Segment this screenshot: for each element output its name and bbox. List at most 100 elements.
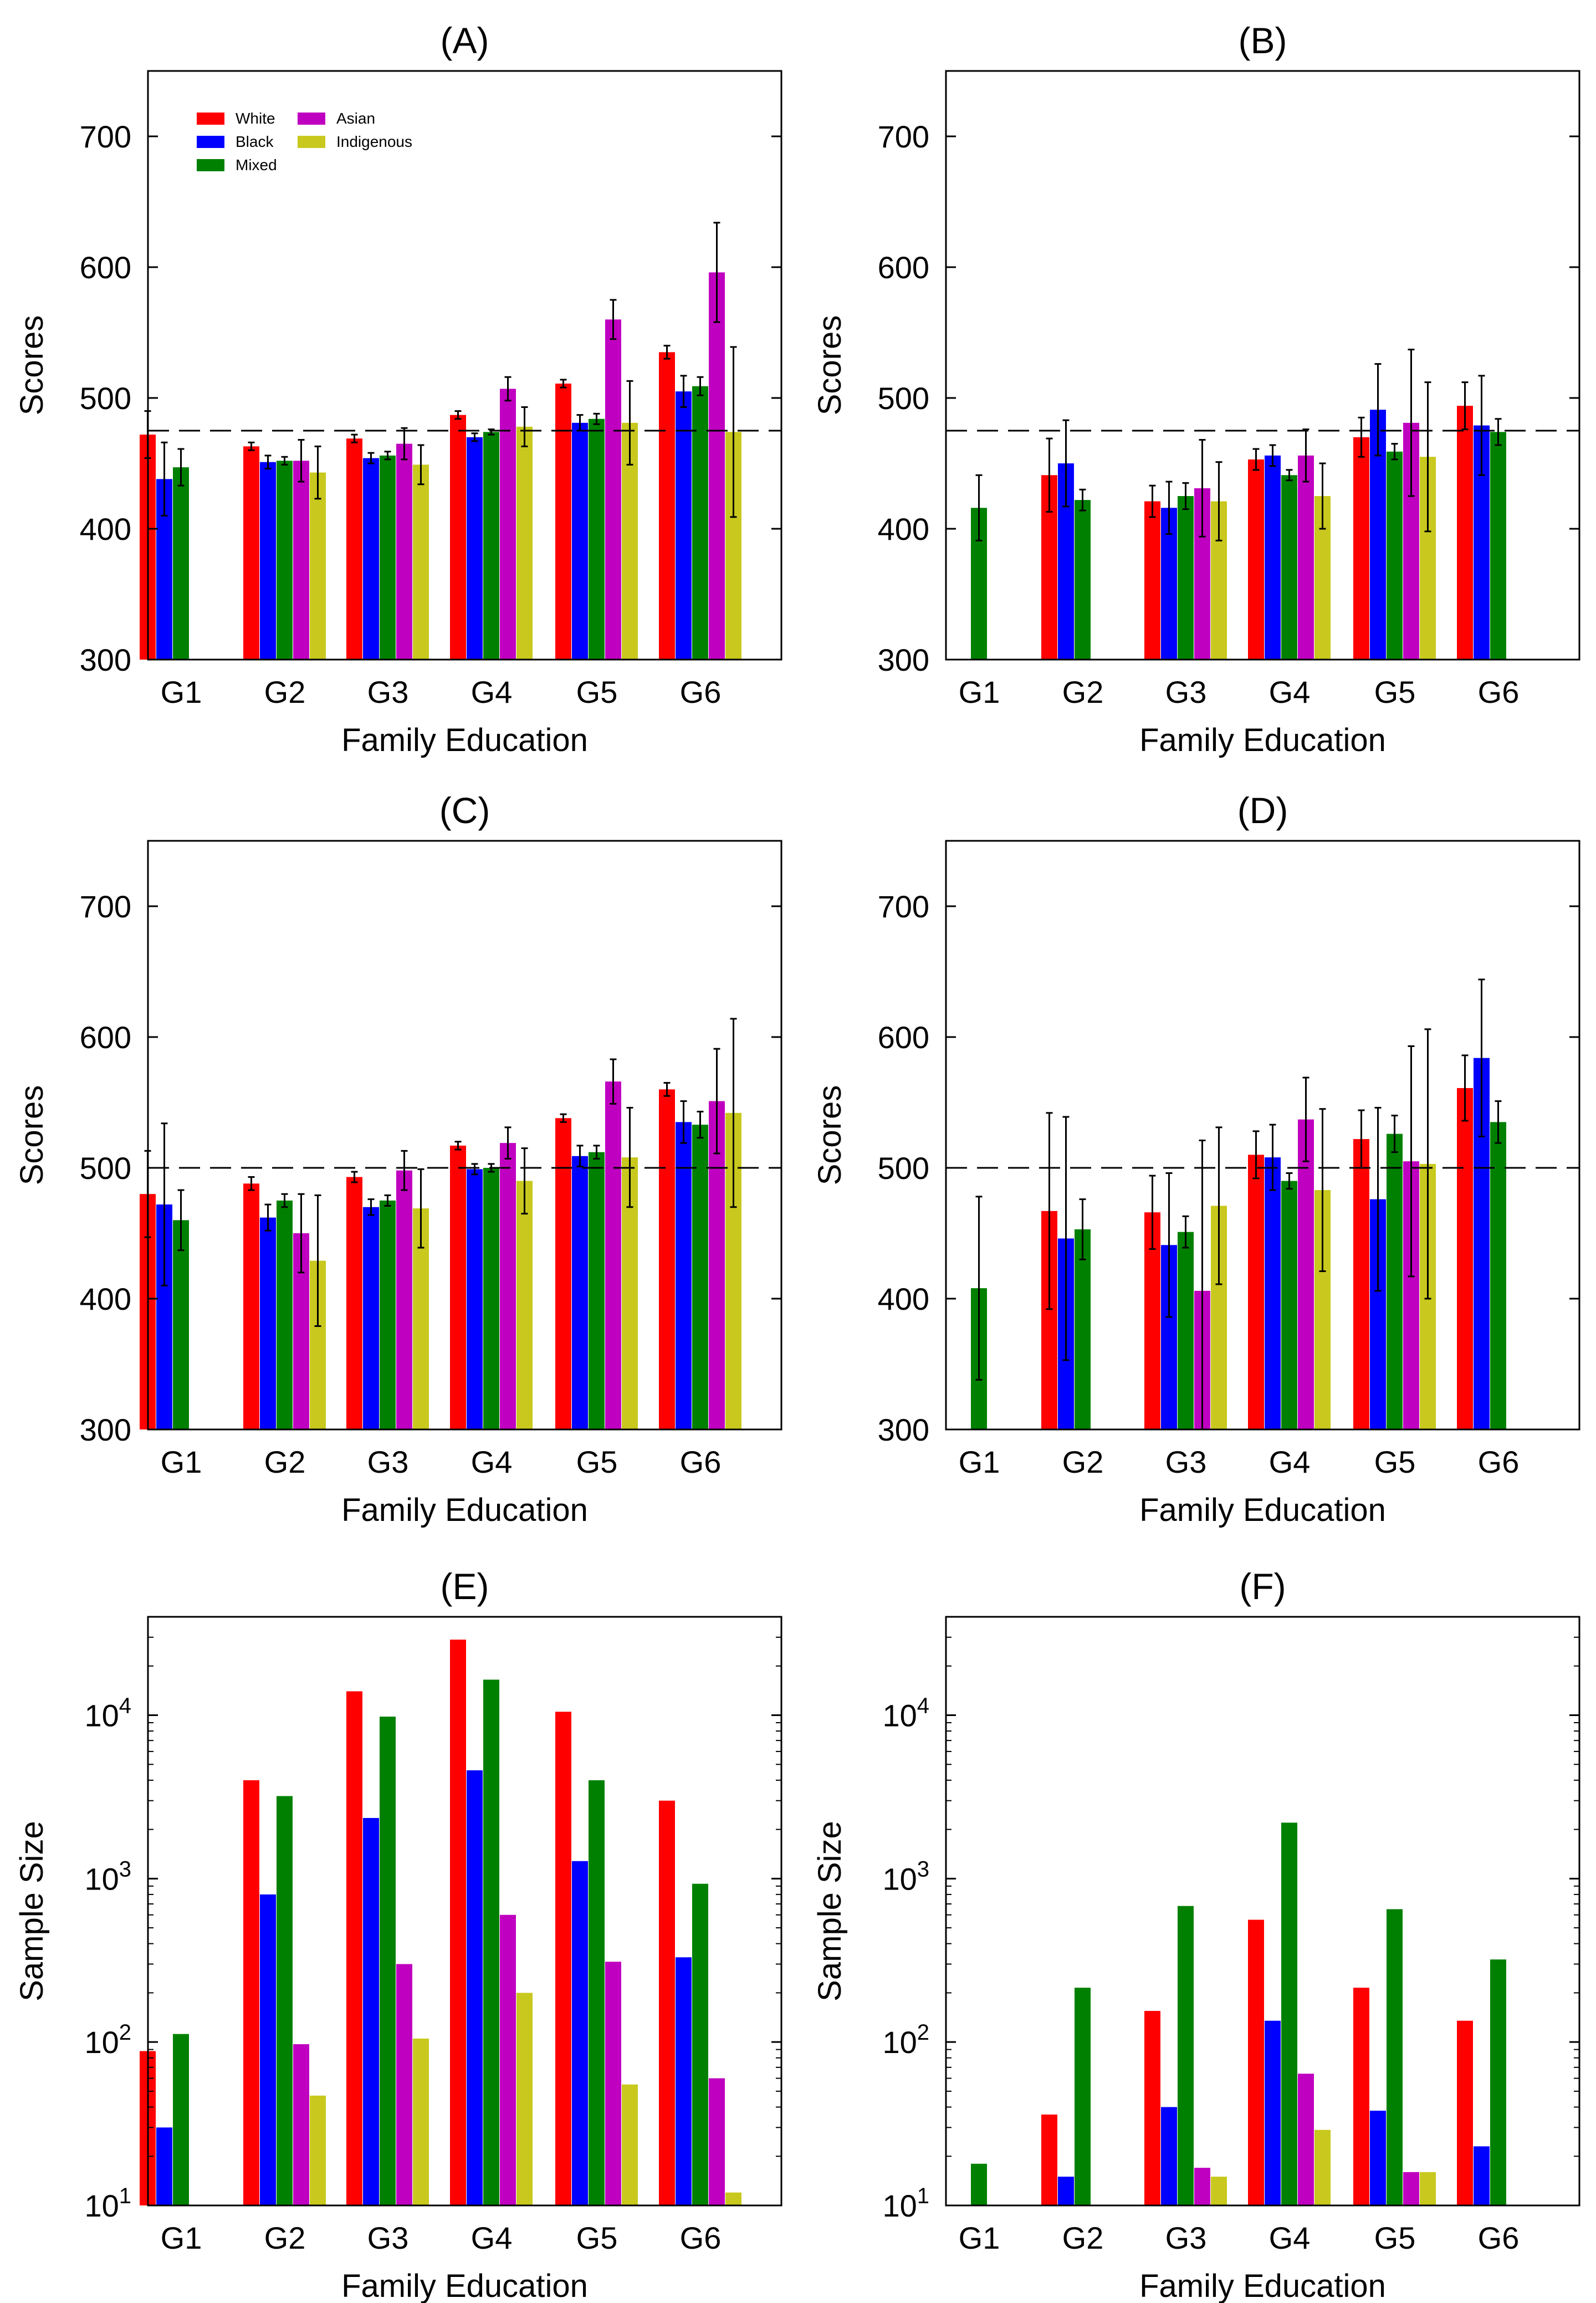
x-tick-label-g3: G3 bbox=[367, 1444, 409, 1479]
bar-asian-g3 bbox=[396, 443, 412, 660]
bar-asian-g4 bbox=[1298, 1119, 1314, 1429]
error-bar-indigenous-g4 bbox=[521, 406, 528, 447]
bar-mixed-g4 bbox=[1281, 1822, 1297, 2205]
bar-asian-g4 bbox=[1298, 2074, 1314, 2205]
bar-mixed-g4 bbox=[483, 1168, 499, 1429]
error-bar-white-g5 bbox=[560, 379, 567, 389]
bar-mixed-g2 bbox=[277, 1796, 293, 2205]
bar-asian-g4 bbox=[500, 1143, 516, 1429]
error-bar-indigenous-g5 bbox=[626, 1106, 633, 1208]
panel-title: (C) bbox=[439, 790, 490, 831]
bar-black-g2 bbox=[260, 1894, 276, 2205]
error-bar-asian-g6 bbox=[713, 222, 720, 323]
bar-white-g4 bbox=[450, 1145, 466, 1429]
bar-white-g4 bbox=[1248, 459, 1264, 660]
bar-black-g3 bbox=[1161, 2107, 1177, 2205]
x-tick-label-g3: G3 bbox=[1165, 2220, 1207, 2255]
bar-mixed-g5 bbox=[589, 1780, 605, 2205]
error-bar-white-g5 bbox=[560, 1113, 567, 1123]
error-bar-mixed-g5 bbox=[1391, 1115, 1398, 1153]
error-bar-white-g5 bbox=[1358, 416, 1365, 458]
x-tick-label-g2: G2 bbox=[1062, 1444, 1104, 1479]
error-bar-indigenous-g3 bbox=[1215, 461, 1222, 542]
y-tick-label: 300 bbox=[878, 642, 929, 677]
error-bar-black-g4 bbox=[1269, 444, 1276, 467]
y-tick-label: 104 bbox=[84, 1694, 131, 1733]
error-bar-mixed-g6 bbox=[697, 1111, 704, 1139]
error-bar-indigenous-g6 bbox=[730, 346, 737, 518]
bar-black-g5 bbox=[572, 422, 588, 660]
x-axis-label: Family Education bbox=[1139, 722, 1386, 758]
x-tick-label-g6: G6 bbox=[680, 2220, 722, 2255]
x-tick-label-g1: G1 bbox=[161, 2220, 202, 2255]
bar-mixed-g2 bbox=[1075, 1229, 1091, 1429]
bar-asian-g4 bbox=[500, 1914, 516, 2205]
x-tick-label-g4: G4 bbox=[471, 1444, 513, 1479]
error-bar-white-g4 bbox=[1252, 1130, 1260, 1179]
error-bar-mixed-g6 bbox=[697, 376, 704, 396]
bar-mixed-g2 bbox=[1075, 500, 1091, 660]
bar-white-g5 bbox=[555, 1118, 571, 1429]
y-tick-label: 400 bbox=[878, 512, 929, 547]
error-bar-white-g2 bbox=[248, 441, 255, 451]
plot-frame bbox=[945, 840, 1580, 1431]
error-bar-indigenous-g5 bbox=[626, 380, 633, 466]
bar-white-g3 bbox=[346, 1177, 362, 1429]
bar-mixed-g6 bbox=[1490, 1122, 1506, 1429]
error-bar-mixed-g5 bbox=[593, 1145, 600, 1160]
error-bar-indigenous-g5 bbox=[1424, 1028, 1431, 1300]
bar-white-g5 bbox=[555, 1712, 571, 2205]
y-tick-label: 102 bbox=[84, 2020, 131, 2060]
plot-frame bbox=[147, 1616, 782, 2207]
error-bar-white-g4 bbox=[454, 410, 462, 420]
plot-frame bbox=[945, 1616, 1580, 2207]
bar-indigenous-g6 bbox=[725, 2192, 741, 2205]
panel-title: (A) bbox=[441, 20, 489, 61]
y-tick-label: 500 bbox=[878, 381, 929, 416]
error-bar-black-g5 bbox=[576, 414, 584, 432]
bar-mixed-g5 bbox=[1387, 1133, 1403, 1429]
bar-black-g5 bbox=[572, 1861, 588, 2205]
error-bar-mixed-g3 bbox=[384, 1194, 391, 1207]
x-axis-label: Family Education bbox=[341, 2268, 588, 2303]
error-bar-indigenous-g3 bbox=[417, 444, 424, 486]
error-bar-asian-g5 bbox=[1408, 1045, 1415, 1278]
error-bar-mixed-g2 bbox=[281, 456, 288, 466]
bar-asian-g3 bbox=[396, 1170, 412, 1429]
legend-swatch-white bbox=[197, 113, 224, 125]
x-tick-label-g6: G6 bbox=[680, 675, 722, 709]
error-bar-mixed-g3 bbox=[384, 451, 391, 461]
error-bar-asian-g5 bbox=[610, 299, 617, 340]
bar-indigenous-g4 bbox=[1314, 2130, 1331, 2205]
error-bar-black-g2 bbox=[1062, 419, 1070, 508]
x-axis-label: Family Education bbox=[1139, 1492, 1386, 1528]
x-tick-label-g5: G5 bbox=[1374, 675, 1416, 709]
error-bar-white-g4 bbox=[1252, 448, 1260, 471]
panel-title: (B) bbox=[1239, 20, 1287, 61]
plot-frame bbox=[147, 70, 782, 661]
bar-mixed-g4 bbox=[1281, 1181, 1297, 1429]
error-bar-white-g6 bbox=[663, 345, 671, 360]
x-tick-label-g4: G4 bbox=[471, 675, 513, 709]
bar-mixed-g3 bbox=[380, 455, 396, 660]
error-bar-white-g3 bbox=[351, 433, 358, 443]
y-tick-label: 600 bbox=[878, 1020, 929, 1055]
error-bar-mixed-g4 bbox=[1286, 1172, 1293, 1190]
x-tick-label-g6: G6 bbox=[1478, 1444, 1520, 1479]
bar-mixed-g5 bbox=[589, 418, 605, 660]
bar-black-g3 bbox=[363, 458, 379, 660]
panel-title: (E) bbox=[441, 1566, 489, 1607]
error-bar-black-g3 bbox=[1165, 481, 1173, 535]
bar-white-g5 bbox=[1353, 437, 1369, 660]
y-axis-label: Scores bbox=[14, 1085, 50, 1186]
y-tick-label: 103 bbox=[84, 1857, 131, 1896]
bar-white-g4 bbox=[1248, 1919, 1264, 2205]
bar-black-g3 bbox=[363, 1817, 379, 2205]
bar-white-g6 bbox=[1457, 406, 1473, 660]
bar-white-g4 bbox=[450, 415, 466, 660]
bar-black-g4 bbox=[467, 1169, 483, 1429]
bar-mixed-g2 bbox=[277, 461, 293, 660]
panel-c: (C) 300 400 500 600 700 G1 G2 G3 G4 G5 G6 Family Edu… bbox=[14, 790, 782, 1528]
error-bar-black-g6 bbox=[680, 1100, 687, 1144]
y-tick-label: 700 bbox=[80, 119, 131, 154]
